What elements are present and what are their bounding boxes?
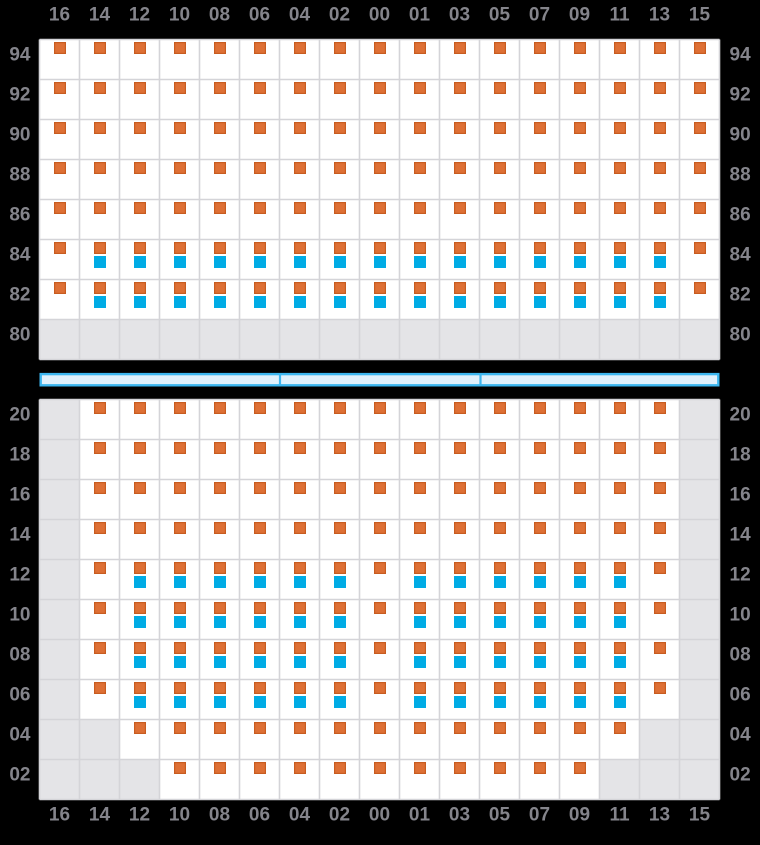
- svg-text:86: 86: [9, 205, 30, 226]
- svg-text:04: 04: [9, 725, 31, 746]
- svg-text:06: 06: [9, 685, 30, 706]
- svg-text:06: 06: [730, 685, 751, 706]
- svg-text:13: 13: [649, 805, 670, 826]
- svg-text:10: 10: [9, 605, 30, 626]
- svg-text:94: 94: [9, 45, 31, 66]
- svg-text:16: 16: [9, 485, 30, 506]
- svg-text:86: 86: [730, 205, 751, 226]
- svg-text:02: 02: [9, 765, 30, 786]
- svg-text:14: 14: [730, 525, 752, 546]
- svg-text:16: 16: [49, 5, 70, 26]
- svg-text:06: 06: [249, 5, 270, 26]
- svg-text:92: 92: [9, 85, 30, 106]
- svg-text:00: 00: [369, 5, 390, 26]
- svg-text:06: 06: [249, 805, 270, 826]
- svg-text:14: 14: [89, 805, 111, 826]
- svg-text:20: 20: [730, 405, 751, 426]
- svg-text:00: 00: [369, 805, 390, 826]
- svg-text:07: 07: [529, 5, 550, 26]
- svg-text:15: 15: [689, 805, 711, 826]
- svg-text:01: 01: [409, 5, 431, 26]
- svg-text:13: 13: [649, 5, 670, 26]
- svg-text:12: 12: [129, 5, 150, 26]
- svg-text:09: 09: [569, 805, 590, 826]
- svg-text:12: 12: [9, 565, 30, 586]
- svg-text:04: 04: [730, 725, 752, 746]
- svg-text:18: 18: [730, 445, 751, 466]
- svg-text:88: 88: [9, 165, 30, 186]
- svg-text:04: 04: [289, 805, 311, 826]
- svg-text:15: 15: [689, 5, 711, 26]
- svg-text:82: 82: [9, 285, 30, 306]
- svg-text:94: 94: [730, 45, 752, 66]
- svg-text:12: 12: [129, 805, 150, 826]
- svg-text:84: 84: [730, 245, 752, 266]
- svg-text:80: 80: [730, 325, 751, 346]
- svg-text:03: 03: [449, 5, 470, 26]
- svg-text:18: 18: [9, 445, 30, 466]
- svg-text:09: 09: [569, 5, 590, 26]
- svg-text:12: 12: [730, 565, 751, 586]
- svg-text:92: 92: [730, 85, 751, 106]
- svg-text:11: 11: [609, 5, 630, 26]
- svg-text:01: 01: [409, 805, 431, 826]
- svg-text:80: 80: [9, 325, 30, 346]
- svg-text:14: 14: [89, 5, 111, 26]
- svg-text:08: 08: [9, 645, 30, 666]
- svg-text:11: 11: [609, 805, 630, 826]
- svg-text:10: 10: [169, 805, 190, 826]
- svg-text:16: 16: [49, 805, 70, 826]
- svg-text:07: 07: [529, 805, 550, 826]
- svg-text:02: 02: [730, 765, 751, 786]
- svg-text:84: 84: [9, 245, 31, 266]
- svg-text:03: 03: [449, 805, 470, 826]
- svg-text:05: 05: [489, 805, 511, 826]
- svg-text:04: 04: [289, 5, 311, 26]
- svg-text:90: 90: [9, 125, 30, 146]
- svg-text:88: 88: [730, 165, 751, 186]
- svg-text:08: 08: [209, 5, 230, 26]
- svg-text:08: 08: [730, 645, 751, 666]
- svg-text:16: 16: [730, 485, 751, 506]
- svg-text:14: 14: [9, 525, 31, 546]
- svg-text:08: 08: [209, 805, 230, 826]
- svg-text:82: 82: [730, 285, 751, 306]
- svg-text:10: 10: [169, 5, 190, 26]
- svg-text:10: 10: [730, 605, 751, 626]
- svg-text:02: 02: [329, 805, 350, 826]
- svg-text:02: 02: [329, 5, 350, 26]
- svg-text:90: 90: [730, 125, 751, 146]
- svg-text:05: 05: [489, 5, 511, 26]
- svg-text:20: 20: [9, 405, 30, 426]
